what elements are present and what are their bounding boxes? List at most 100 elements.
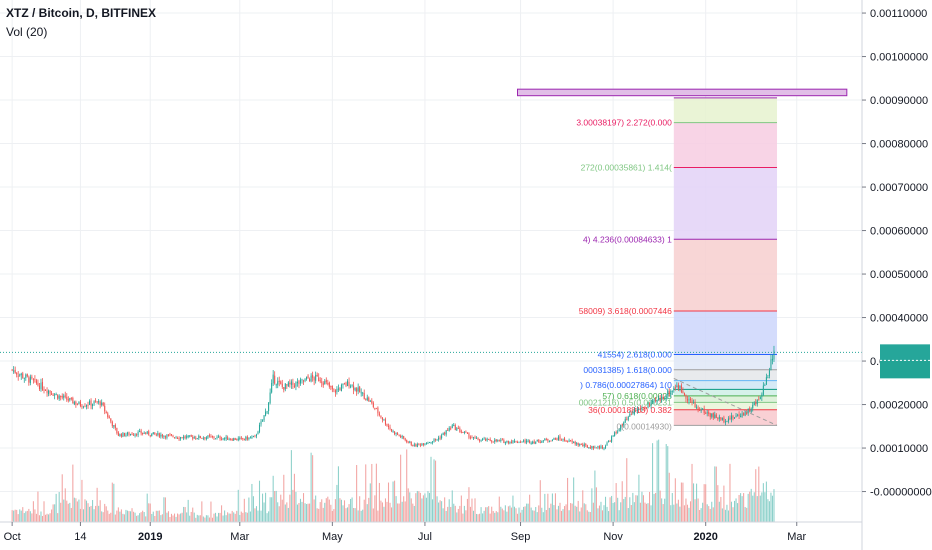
volume-bar [69, 502, 71, 522]
volume-bar [384, 498, 387, 522]
fib-extension-drawing[interactable]: 0(0.00014930) 36(0.00018813) 0.3820002121… [517, 88, 848, 431]
candle-body [679, 385, 681, 388]
candle-body [378, 413, 380, 415]
volume-bar [636, 495, 638, 522]
candle-body [705, 412, 707, 414]
candle-body [210, 436, 212, 438]
volume-bar [518, 507, 520, 522]
candle-body [306, 376, 308, 380]
candle-body [25, 374, 27, 378]
volume-bar [495, 511, 497, 522]
candle-body [126, 432, 129, 435]
volume-bar [79, 508, 81, 522]
candle-body [175, 437, 177, 439]
volume-bar [213, 513, 215, 522]
candle-body [89, 400, 91, 405]
volume-bar [44, 514, 47, 522]
price-axis[interactable]: 0.00110000 0.00100000 0.00090000 0.00080000… [861, 0, 932, 550]
candle-body [424, 444, 426, 446]
volume-bar [347, 507, 349, 522]
candle-body [495, 439, 497, 442]
candle-body [128, 432, 130, 435]
candle-body [562, 438, 564, 441]
volume-bar [744, 507, 746, 522]
candle-body [433, 439, 435, 442]
candle-body [568, 440, 570, 442]
volume-bar [433, 459, 435, 522]
volume-bar [424, 493, 426, 522]
candle-body [193, 437, 195, 439]
candle-body [650, 401, 652, 407]
volume-bar [447, 506, 449, 522]
candle-body [436, 439, 438, 441]
volume-bar [580, 507, 582, 522]
candle-body [81, 405, 83, 408]
candle-body [248, 437, 250, 440]
volume-bar [289, 494, 291, 522]
volume-bar [248, 497, 250, 522]
candle-body [661, 396, 663, 400]
volume-bar [258, 480, 261, 522]
candle-body [177, 437, 179, 439]
volume-bar [708, 506, 710, 522]
candle-body [163, 435, 165, 437]
candle-body [609, 440, 611, 442]
volume-bar [677, 499, 679, 522]
price-tick-label: 0.00060000 [870, 226, 928, 238]
volume-bars [11, 439, 775, 522]
volume-bar [676, 503, 678, 522]
candle-body [509, 441, 511, 444]
candle-body [321, 381, 323, 383]
volume-bar [435, 460, 437, 522]
volume-bar [296, 504, 298, 522]
time-tick-label: Oct [4, 531, 21, 543]
volume-bar [421, 498, 423, 522]
volume-indicator-title[interactable]: Vol (20) [6, 25, 48, 39]
candle-body [40, 382, 42, 390]
volume-bar [577, 500, 579, 522]
volume-bar [255, 506, 258, 522]
candle-body [266, 411, 268, 413]
time-axis[interactable]: Oct 14 2019 Mar May Jul Sep Nov 2020 Mar [0, 521, 862, 543]
volume-bar [239, 514, 241, 522]
candle-body [635, 410, 637, 412]
volume-bar [136, 515, 138, 522]
volume-bar [644, 502, 646, 522]
volume-bar [709, 508, 711, 522]
candle-body [104, 405, 106, 412]
volume-bar [521, 509, 523, 522]
volume-bar [392, 481, 394, 522]
candle-body [272, 374, 274, 384]
volume-bar [652, 443, 654, 522]
volume-bar [272, 475, 274, 522]
time-tick-label: Nov [603, 531, 623, 543]
candle-body [13, 370, 15, 372]
candle-body [626, 419, 628, 421]
volume-bar [477, 514, 479, 522]
fib-level-label: 58009) 3.618(0.0007446 [579, 306, 672, 316]
volume-bar [299, 498, 302, 522]
fib-band [673, 380, 778, 390]
candle-body [431, 441, 434, 443]
candle-body [445, 430, 447, 435]
candle-body [114, 424, 116, 429]
volume-bar [331, 510, 333, 522]
volume-bar [221, 505, 223, 522]
candle-body [570, 440, 572, 442]
fib-level-label: ) 0.786(0.00027864) 1(0 [580, 380, 672, 390]
volume-bar [222, 515, 224, 522]
candle-body [228, 439, 230, 441]
candle-body [43, 389, 45, 391]
candle-body [515, 441, 517, 443]
candle-body [591, 446, 593, 449]
candle-body [588, 447, 590, 449]
symbol-title[interactable]: XTZ / Bitcoin, D, BITFINEX [6, 6, 156, 20]
time-tick-label: May [322, 531, 343, 543]
volume-bar [488, 506, 490, 522]
volume-bar [148, 503, 150, 522]
candle-body [227, 437, 229, 440]
volume-bar [263, 502, 265, 522]
candle-body [551, 439, 553, 442]
candle-body [469, 437, 471, 439]
